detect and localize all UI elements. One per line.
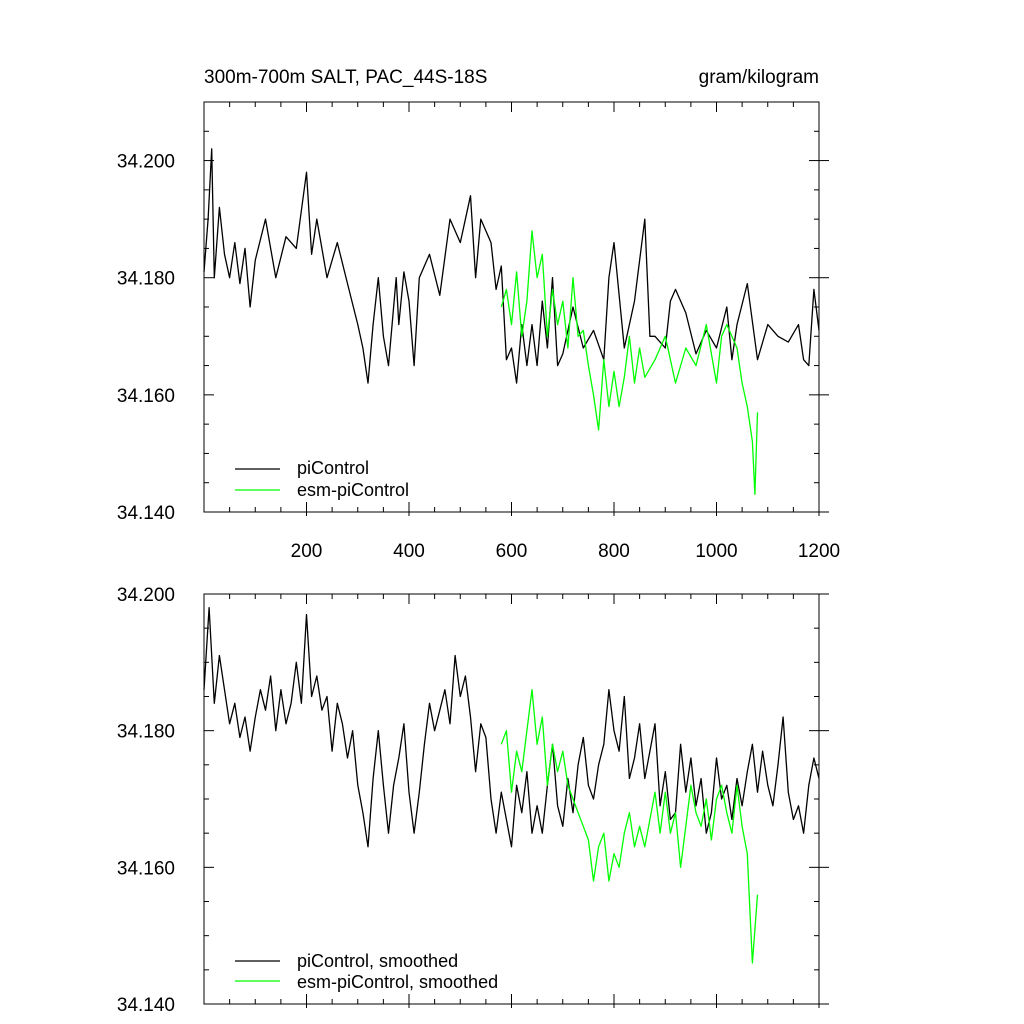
x-tick-label: 1200 xyxy=(798,541,840,562)
x-tick-label: 600 xyxy=(496,541,528,562)
units-label: gram/kilogram xyxy=(699,67,819,88)
top-panel-y-tick-labels: 34.200 34.180 34.160 34.140 xyxy=(117,152,175,524)
series-line-esm-picontrol xyxy=(500,230,759,496)
series-line-picontrol xyxy=(203,148,820,384)
top-panel-ticks xyxy=(203,101,829,516)
x-tick-label: 1000 xyxy=(695,541,737,562)
chart-title: 300m-700m SALT, PAC_44S-18S xyxy=(204,67,487,88)
y-tick-label: 34.140 xyxy=(117,995,175,1016)
top-panel-frame xyxy=(203,101,820,513)
y-tick-label: 34.160 xyxy=(117,858,175,879)
y-tick-label: 34.180 xyxy=(117,269,175,290)
y-tick-label: 34.160 xyxy=(117,386,175,407)
top-panel-x-tick-labels: 200 400 600 800 1000 1200 xyxy=(291,541,840,562)
y-tick-label: 34.180 xyxy=(117,722,175,743)
legend-label-picontrol: piControl xyxy=(297,458,369,478)
series-line-picontrol-smoothed xyxy=(203,607,820,848)
bottom-panel-legend: piControl, smoothed esm-piControl, smoot… xyxy=(235,951,498,992)
x-tick-label: 800 xyxy=(598,541,630,562)
y-tick-label: 34.200 xyxy=(117,585,175,606)
top-panel: 300m-700m SALT, PAC_44S-18S gram/kilogra… xyxy=(117,67,840,562)
legend-label-esm-picontrol: esm-piControl xyxy=(297,480,409,500)
y-tick-label: 34.200 xyxy=(117,152,175,173)
x-tick-label: 200 xyxy=(291,541,323,562)
bottom-panel: 34.200 34.180 34.160 34.140 piControl, smoo… xyxy=(117,585,829,1016)
y-tick-label: 34.140 xyxy=(117,503,175,524)
bottom-panel-y-tick-labels: 34.200 34.180 34.160 34.140 xyxy=(117,585,175,1016)
x-tick-label: 400 xyxy=(393,541,425,562)
series-line-esm-picontrol-smoothed xyxy=(500,689,759,964)
bottom-panel-series xyxy=(203,607,820,964)
top-panel-legend: piControl esm-piControl xyxy=(235,458,409,500)
legend-label-esm-picontrol-smoothed: esm-piControl, smoothed xyxy=(297,972,498,992)
top-panel-series xyxy=(203,148,820,496)
legend-label-picontrol-smoothed: piControl, smoothed xyxy=(297,951,458,971)
bottom-panel-frame xyxy=(203,593,820,1005)
